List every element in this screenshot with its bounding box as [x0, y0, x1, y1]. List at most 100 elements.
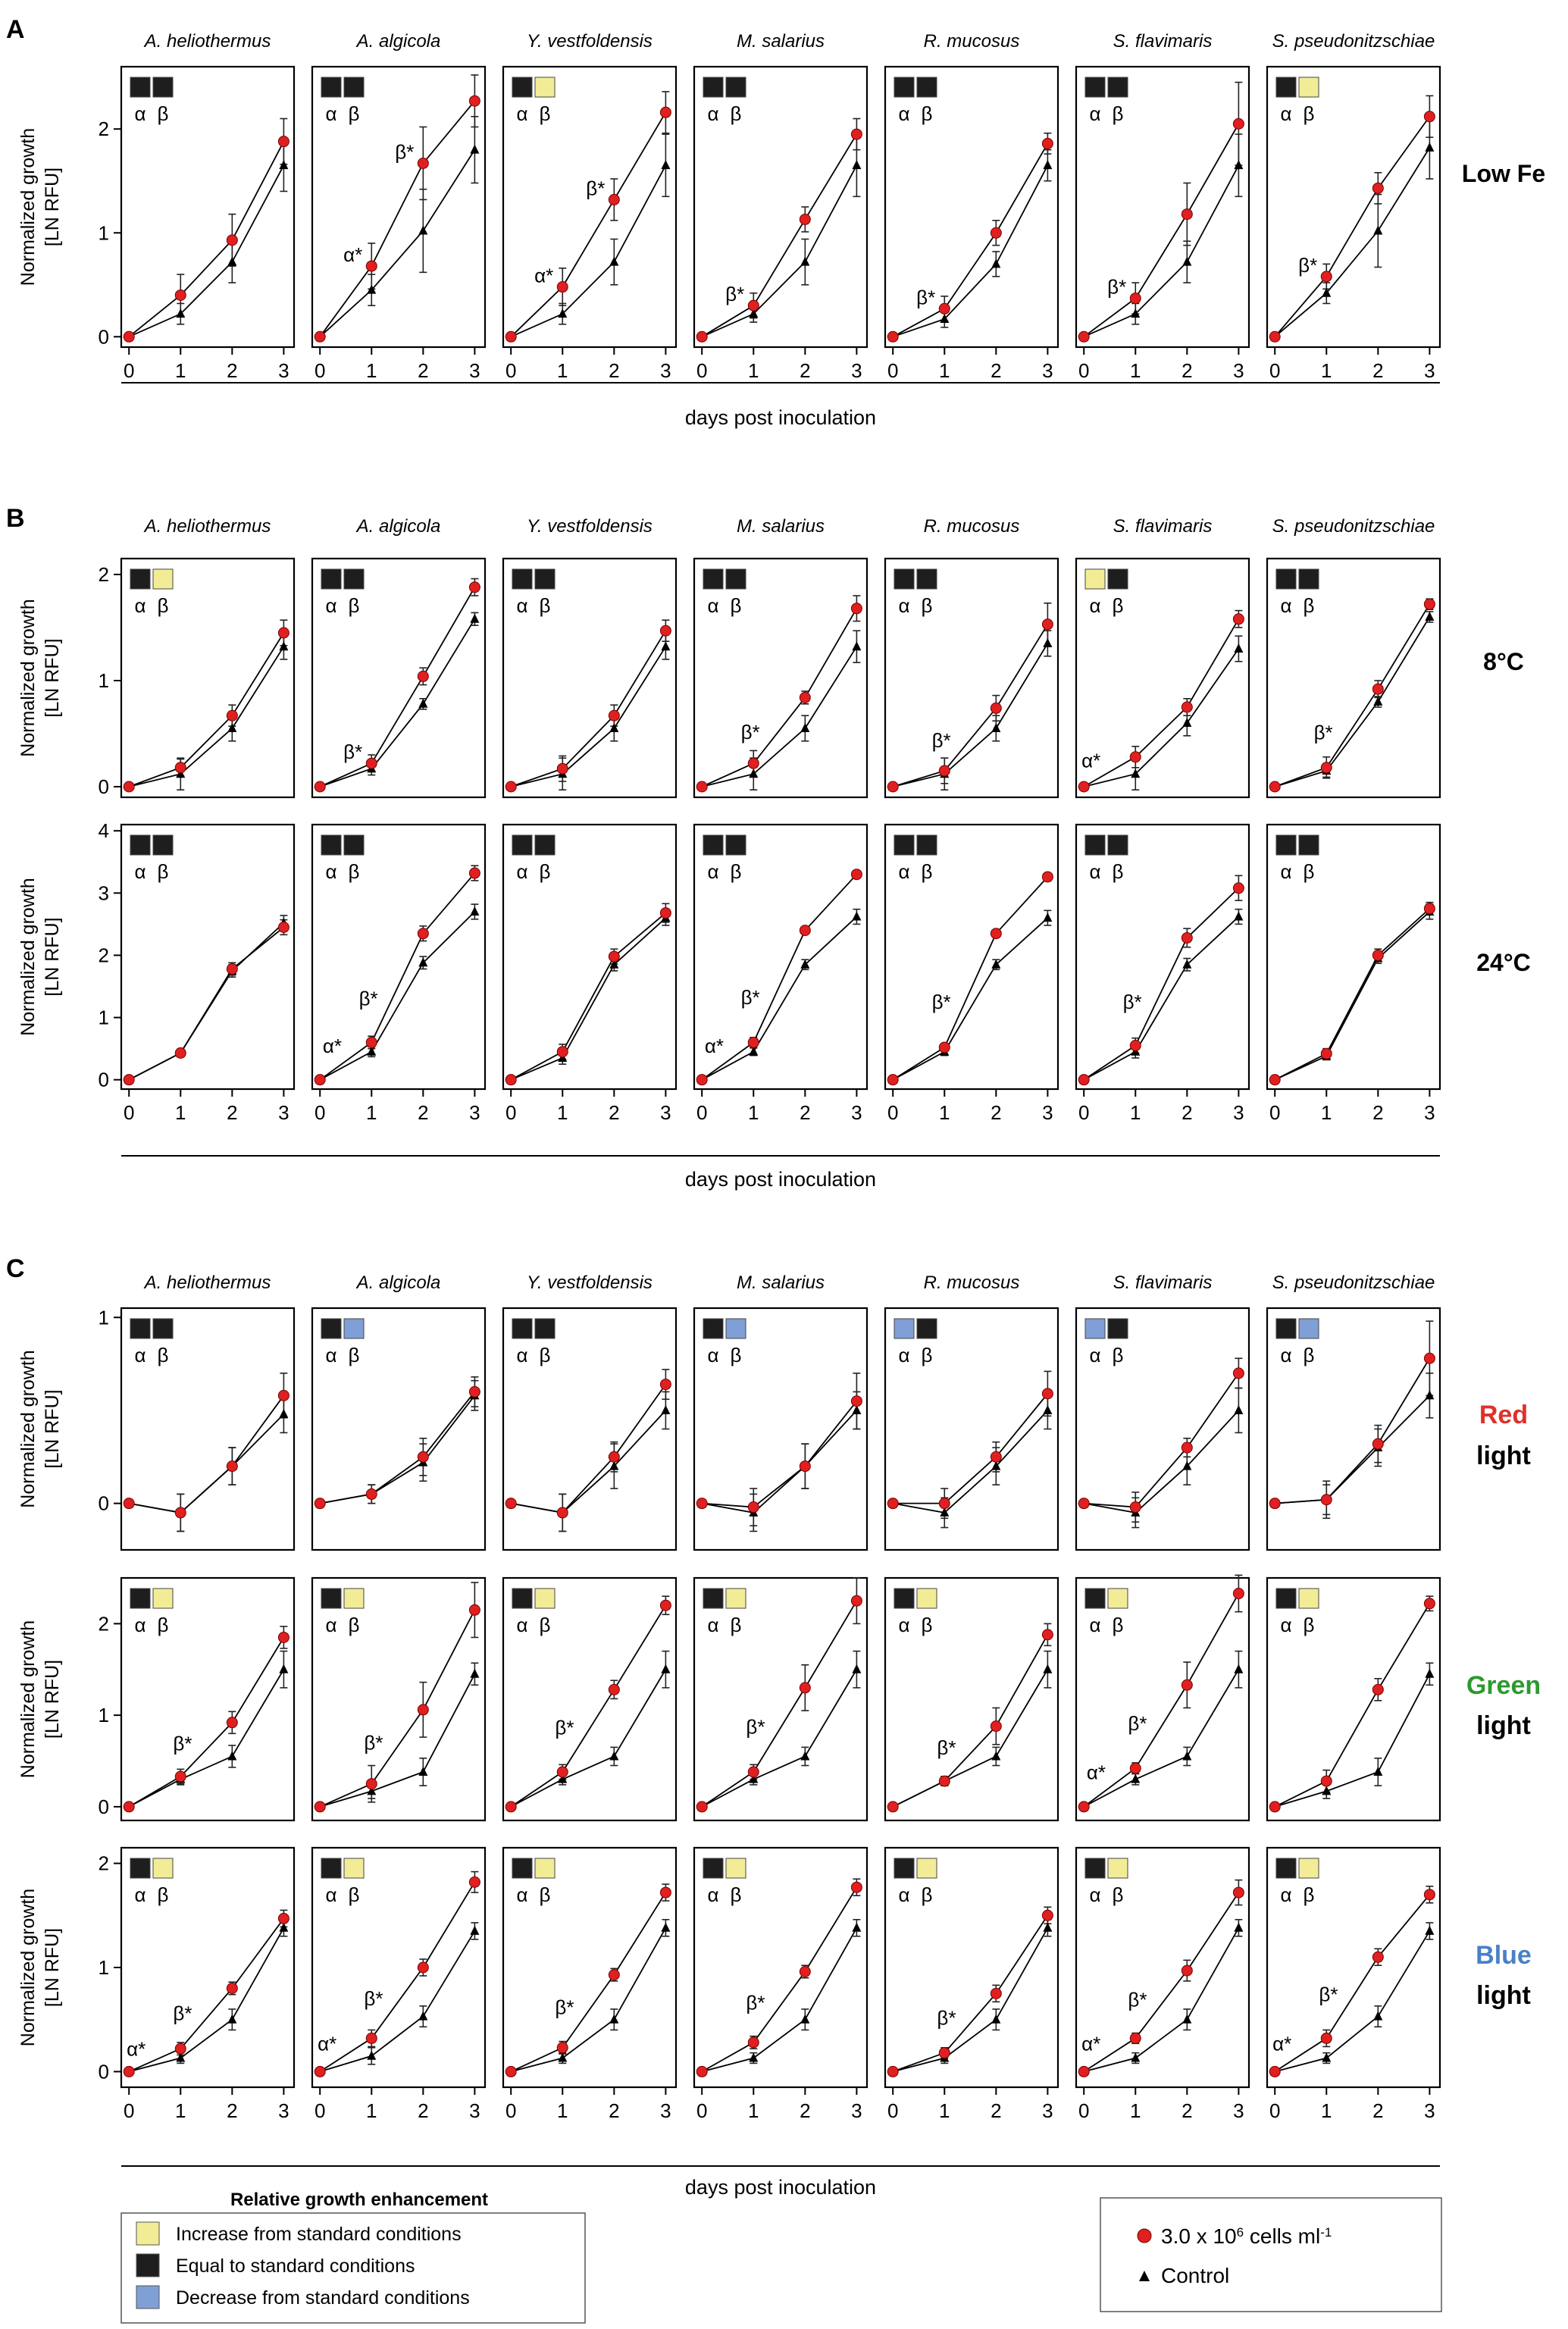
treatment-point: [1129, 2032, 1141, 2044]
condition-label-light: light: [1476, 1711, 1531, 1740]
species-title: S. pseudonitzschiae: [1272, 31, 1435, 52]
treatment-point: [659, 106, 671, 118]
significance-symbol: β: [1314, 722, 1325, 744]
enhancement-box-beta: [152, 834, 174, 856]
significance-asterisk: *: [566, 1996, 574, 2018]
control-series-line: [701, 916, 858, 1081]
enhancement-box-beta: [152, 1588, 174, 1609]
significance-symbol: β: [746, 1716, 757, 1739]
control-point: [1182, 1460, 1192, 1470]
control-series-line: [1083, 916, 1240, 1081]
control-point: [367, 1046, 377, 1056]
plot-frame: [884, 1307, 1059, 1551]
x-tick-label: 1: [366, 1101, 377, 1124]
enhancement-box-beta: [1298, 1588, 1319, 1609]
significance-asterisk: *: [753, 721, 760, 743]
treatment-point: [277, 1912, 290, 1924]
significance-symbol: α: [127, 2037, 138, 2060]
treatment-point: [990, 1987, 1002, 1999]
control-point: [609, 256, 619, 266]
significance-symbol: β: [741, 986, 753, 1009]
x-tick-label: 1: [1130, 2099, 1141, 2122]
control-point: [940, 1507, 950, 1517]
beta-label: β: [158, 594, 169, 617]
condition-label-color: Red: [1479, 1401, 1528, 1429]
control-series-line: [1084, 1410, 1240, 1514]
significance-asterisk: *: [1093, 2032, 1100, 2055]
x-tick-label: 2: [1372, 1101, 1383, 1124]
treatment-point: [659, 625, 671, 637]
treatment-point: [1372, 1951, 1384, 1963]
significance-asterisk: *: [138, 2037, 146, 2060]
treatment-point: [887, 1498, 899, 1510]
treatment-point: [123, 781, 135, 793]
treatment-point: [1320, 1494, 1332, 1506]
control-series-line: [1083, 164, 1240, 338]
significance-asterisk: *: [1139, 1712, 1147, 1735]
treatment-point: [123, 1498, 135, 1510]
plot-frame: [1266, 65, 1441, 349]
subplot-24c-0: α β 0 1 2 3: [120, 823, 296, 1124]
significance-asterisk: *: [928, 286, 935, 308]
enhancement-box-alpha: [321, 77, 342, 98]
condition-label: 24°C: [1476, 949, 1531, 976]
y-tick-label: 1: [99, 669, 109, 692]
treatment-series-line: [510, 1604, 667, 1808]
treatment-point: [696, 1074, 708, 1086]
x-tick-label: 1: [557, 2099, 568, 2122]
beta-label: β: [1113, 1883, 1124, 1906]
beta-label: β: [922, 102, 933, 125]
control-series-line: [1274, 1930, 1431, 2073]
y-tick-label: 1: [99, 221, 109, 244]
significance-asterisk: *: [716, 1035, 724, 1057]
treatment-point: [226, 1982, 238, 1994]
alpha-label: α: [325, 102, 336, 125]
enhancement-box-beta: [152, 77, 174, 98]
significance-marker: β*: [746, 1716, 765, 1739]
treatment-point: [174, 2043, 186, 2055]
significance-symbol: β: [916, 286, 928, 308]
significance-marker: β*: [364, 1987, 383, 2010]
treatment-point: [850, 128, 862, 140]
alpha-label: α: [134, 860, 146, 883]
alpha-label: α: [898, 102, 909, 125]
beta-label: β: [158, 1883, 169, 1906]
treatment-point: [123, 330, 135, 343]
treatment-point: [1269, 1801, 1281, 1813]
significance-marker: β*: [1314, 722, 1333, 744]
significance-marker: α*: [323, 1035, 342, 1057]
treatment-point: [938, 302, 950, 315]
control-point: [991, 2014, 1001, 2024]
enhancement-box-alpha: [1275, 568, 1297, 590]
significance-marker: β*: [555, 1717, 574, 1739]
enhancement-box-alpha: [130, 834, 151, 856]
subplot-blue-5: α β0 1 2 3α*β*: [1075, 1846, 1250, 2122]
subplot-blue-0: α β0 1 2 3α*β*: [120, 1846, 296, 2122]
control-point: [1043, 1922, 1053, 1932]
significance-symbol: β: [173, 1733, 184, 1755]
significance-asterisk: *: [1119, 276, 1126, 299]
control-series-line: [319, 1930, 476, 2073]
enhancement-box-alpha: [703, 568, 724, 590]
beta-label: β: [349, 1883, 360, 1906]
subplot-red-5: S. flavimaris α β: [1075, 1272, 1250, 1551]
alpha-label: α: [1280, 860, 1291, 883]
control-point: [609, 2014, 619, 2024]
treatment-point: [1232, 882, 1244, 894]
beta-label: β: [158, 1614, 169, 1636]
x-tick-label: 0: [696, 359, 707, 382]
treatment-point: [799, 925, 811, 937]
control-point: [661, 1922, 671, 1932]
control-point: [609, 1751, 619, 1761]
beta-label: β: [731, 1883, 742, 1906]
species-title: S. pseudonitzschiae: [1272, 516, 1435, 537]
significance-asterisk: *: [546, 265, 553, 287]
beta-label: β: [1113, 102, 1124, 125]
alpha-label: α: [898, 1614, 909, 1636]
significance-asterisk: *: [329, 2032, 336, 2055]
beta-label: β: [540, 860, 551, 883]
treatment-point: [365, 1036, 377, 1048]
